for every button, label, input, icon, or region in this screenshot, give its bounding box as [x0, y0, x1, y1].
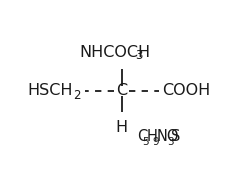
Text: HSCH: HSCH	[27, 83, 73, 98]
Text: 3: 3	[135, 49, 142, 62]
Text: C: C	[137, 129, 147, 144]
Text: H: H	[147, 129, 158, 144]
Text: S: S	[171, 129, 181, 144]
Text: 3: 3	[167, 137, 174, 147]
Text: H: H	[116, 120, 128, 135]
Text: 9: 9	[152, 137, 159, 147]
Text: COOH: COOH	[162, 83, 210, 98]
Text: 5: 5	[143, 137, 149, 147]
Text: NO: NO	[156, 129, 179, 144]
Text: NHCOCH: NHCOCH	[80, 45, 151, 60]
Text: C: C	[116, 83, 127, 98]
Text: 2: 2	[73, 89, 81, 102]
